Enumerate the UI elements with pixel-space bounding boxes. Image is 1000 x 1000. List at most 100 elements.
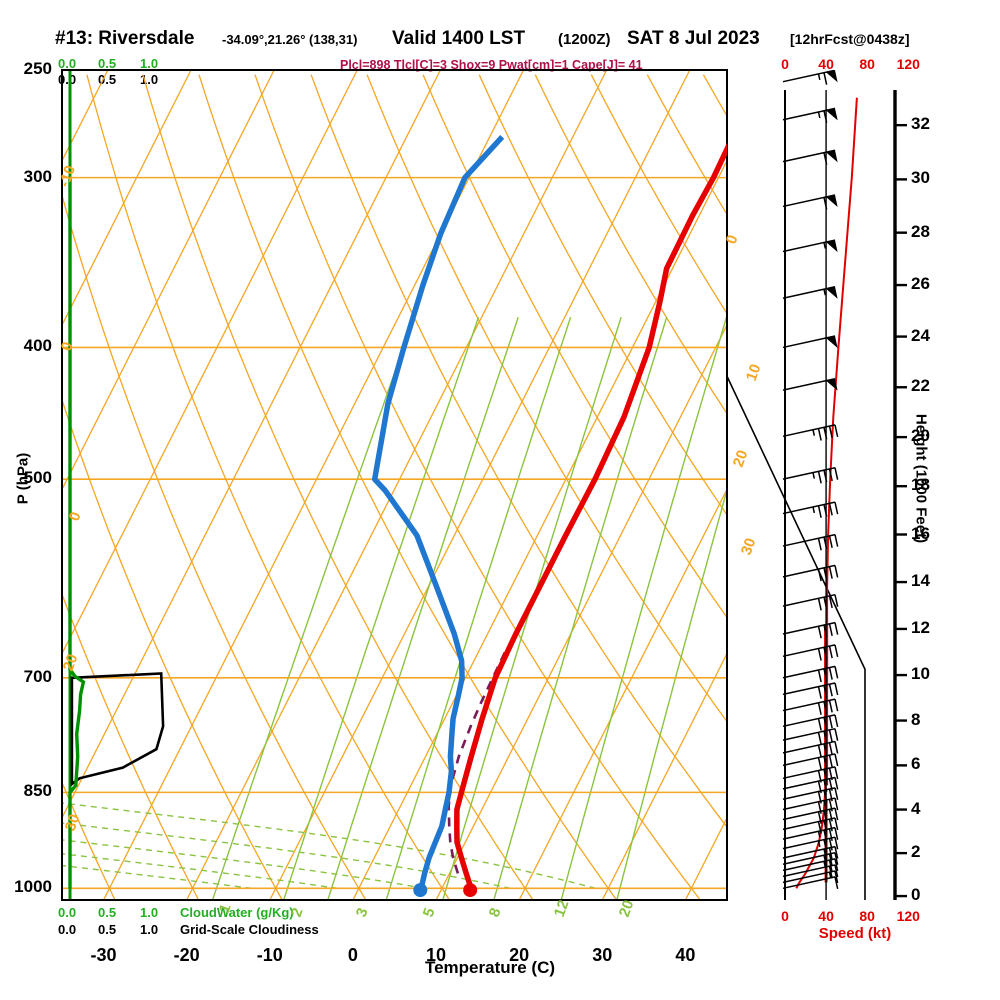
wind-barb [782, 564, 839, 582]
wind-barb [782, 714, 839, 731]
cw-b-tick-2: 1.0 [140, 905, 159, 920]
cw-tick-2: 1.0 [140, 56, 159, 71]
dewpoint-curve [371, 135, 505, 889]
pressure-tick-500: 500 [23, 468, 52, 488]
station-coords: -34.09°,21.26° (138,31) [222, 32, 358, 47]
dry-adiabat-label-0a: 0 [58, 340, 77, 354]
height-tick-6: 6 [911, 754, 921, 774]
cloudwater-profile [68, 177, 86, 889]
temperature-tick--30: -30 [90, 945, 117, 965]
height-tick-12: 12 [911, 617, 930, 637]
speed-tick-0-bot: 0 [781, 908, 789, 924]
dry-adiabat-label-30a: 30 [62, 812, 84, 833]
pressure-tick-1000: 1000 [14, 877, 52, 897]
temperature-tick-20: 20 [509, 945, 530, 965]
wind-barb [782, 740, 839, 758]
gs-b-tick-0: 0.0 [58, 922, 77, 937]
gs-tick-2: 1.0 [140, 72, 159, 87]
mixing-ratio-label-3: 3 [353, 906, 372, 920]
forecast-stamp: [12hrFcst@0438z] [790, 31, 910, 47]
sounding-stats: Plcl=898 Tlcl[C]=3 Shox=9 Pwat[cm]=1 Cap… [340, 58, 643, 72]
height-tick-18: 18 [911, 475, 930, 495]
height-tick-16: 16 [911, 523, 930, 543]
station-title: #13: Riversdale [55, 28, 195, 49]
cloudiness-axis-label: Grid-Scale Cloudiness [180, 922, 319, 937]
pressure-tick-250: 250 [23, 59, 52, 78]
dry-adiabat-label-20b: 20 [730, 448, 752, 469]
wind-barb [782, 776, 839, 794]
pressure-tick-400: 400 [23, 336, 52, 356]
height-tick-32: 32 [911, 114, 930, 134]
height-tick-26: 26 [911, 274, 930, 294]
wind-barb [782, 753, 839, 770]
cloudwater-axis-label: CloudWater (g/Kg) [180, 905, 294, 920]
height-tick-30: 30 [911, 168, 930, 188]
temperature-tick--20: -20 [173, 945, 200, 965]
height-tick-28: 28 [911, 221, 930, 241]
temperature-tick-0: 0 [347, 945, 358, 965]
wind-barb [782, 870, 839, 884]
wind-barb [782, 70, 838, 85]
mixing-ratio-label-1: 1 [216, 902, 235, 916]
height-tick-22: 22 [911, 376, 930, 396]
gs-tick-1: 0.5 [98, 72, 117, 87]
height-tick-14: 14 [911, 571, 930, 591]
speed-tick-120-top: 120 [896, 56, 920, 72]
gs-b-tick-2: 1.0 [140, 922, 159, 937]
wind-barb [782, 194, 838, 210]
dry-adiabat-label-20a: 20 [60, 652, 82, 673]
cw-b-tick-1: 0.5 [98, 905, 117, 920]
height-tick-10: 10 [911, 664, 930, 684]
cloudiness-scale-bottom: 0.0 0.5 1.0 Grid-Scale Cloudiness [58, 922, 358, 938]
height-tick-8: 8 [911, 709, 921, 729]
cloudiness-scale-top: 0.0 0.5 1.0 [58, 72, 178, 88]
dry-adiabat-label-m10: -10 [56, 163, 79, 189]
temperature-tick-30: 30 [592, 945, 613, 965]
temperature-curve [454, 142, 727, 890]
wind-barb [782, 852, 839, 868]
cw-tick-0: 0.0 [58, 56, 77, 71]
wind-barb [782, 766, 839, 783]
wind-barb [782, 335, 838, 349]
pressure-tick-850: 850 [23, 781, 52, 801]
mixing-ratio-label-8: 8 [486, 906, 505, 920]
wind-barb [782, 644, 839, 661]
cw-b-tick-0: 0.0 [58, 905, 77, 920]
cw-tick-1: 0.5 [98, 56, 117, 71]
height-tick-4: 4 [911, 798, 921, 818]
surface-temperature [463, 883, 478, 898]
height-tick-24: 24 [911, 325, 930, 345]
wind-barb [782, 377, 838, 391]
pressure-tick-300: 300 [23, 166, 52, 186]
surface-dewpoint [413, 883, 428, 898]
speed-axis-label: Speed (kt) [818, 925, 892, 942]
valid-time-utc: (1200Z) [558, 31, 611, 48]
wind-barb [782, 787, 839, 804]
mixing-ratio-label-2: 2 [288, 906, 307, 920]
dry-adiabat-label-10: 10 [743, 362, 765, 383]
wind-barb [782, 727, 839, 745]
gs-b-tick-1: 0.5 [98, 922, 117, 937]
speed-tick-40-top: 40 [818, 56, 834, 72]
dry-adiabat-label-30b: 30 [738, 536, 760, 557]
wind-barb [782, 424, 839, 441]
valid-time: Valid 1400 LST [392, 28, 526, 49]
wind-barb [782, 149, 838, 165]
cloudwater-scale-top: 0.0 0.5 1.0 [58, 56, 178, 72]
dry-adiabat-label-0c: 0 [723, 233, 742, 247]
temperature-tick-40: 40 [675, 945, 696, 965]
speed-tick-80-top: 80 [859, 56, 875, 72]
wind-barb [782, 698, 839, 715]
speed-tick-120-bot: 120 [896, 908, 920, 924]
wind-barb [782, 682, 839, 699]
speed-tick-0-top: 0 [781, 56, 789, 72]
temperature-tick-10: 10 [426, 945, 447, 965]
wind-barb [782, 501, 839, 518]
cloudiness-profile [70, 672, 165, 787]
mixing-ratio-label-20: 20 [616, 898, 638, 919]
temperature-tick--10: -10 [256, 945, 283, 965]
wind-barb [782, 466, 839, 484]
wind-barb [782, 286, 838, 299]
wind-barb [782, 621, 839, 639]
